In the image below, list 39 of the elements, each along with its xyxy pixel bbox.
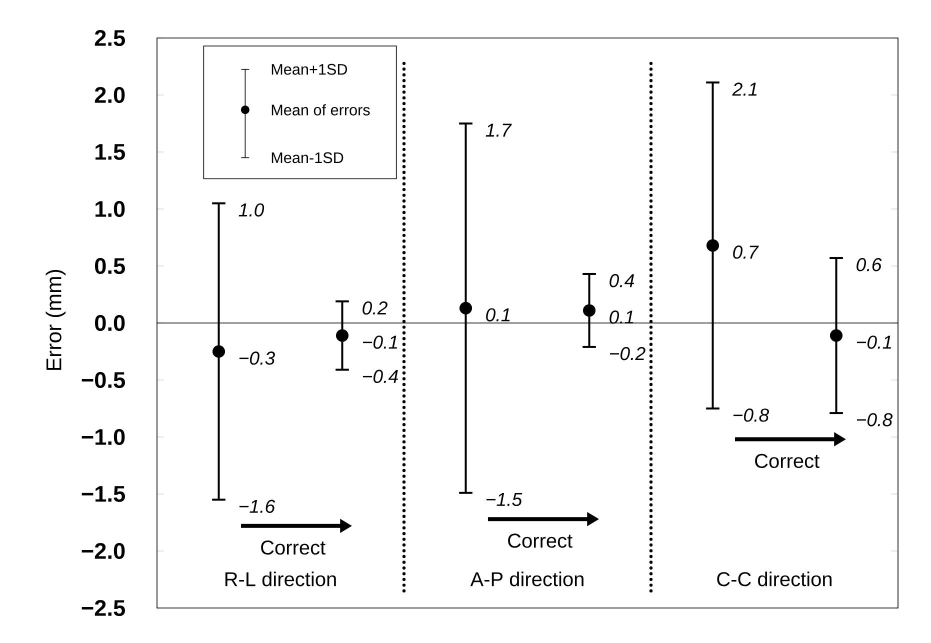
- annotation: 1.7: [486, 124, 512, 137]
- y-tick-label: 2.0: [94, 86, 125, 104]
- annotation: −0.8: [733, 408, 770, 422]
- annotation: −1.6: [239, 500, 276, 513]
- annotation: Mean-1SD: [272, 152, 344, 164]
- annotation: 1.0: [238, 203, 264, 217]
- data-label: −0.1: [856, 336, 892, 349]
- data-label: 0.7: [733, 246, 759, 259]
- annotation: 0.6: [856, 258, 882, 272]
- x-tick-label: R-L direction: [225, 572, 336, 586]
- annotation: Correct: [755, 454, 820, 468]
- y-tick-label: −1.0: [82, 428, 125, 446]
- annotation: 0.4: [610, 274, 634, 288]
- y-tick-label: 2.5: [94, 30, 125, 46]
- annotation: Correct: [508, 534, 572, 548]
- annotation: −0.4: [362, 370, 398, 384]
- annotation: Correct: [261, 540, 326, 555]
- y-tick-label: 1.5: [96, 144, 125, 160]
- y-tick-label: 0.5: [95, 258, 125, 274]
- annotation: Mean+1SD: [272, 64, 348, 75]
- legend-label: Mean of errors: [272, 104, 370, 116]
- annotation: −0.2: [610, 346, 646, 360]
- y-tick-label: 1.0: [96, 200, 125, 218]
- y-tick-label: −0.5: [82, 372, 125, 388]
- data-label: 0.1: [610, 310, 634, 324]
- annotation: 0.2: [362, 301, 388, 315]
- x-tick-label: A-P direction: [470, 572, 584, 586]
- data-label: −0.3: [239, 352, 275, 365]
- x-tick-label: C-C direction: [717, 572, 832, 586]
- annotation: 2.1: [732, 82, 757, 96]
- annotation: −0.8: [856, 413, 893, 426]
- annotation: −1.5: [486, 493, 522, 506]
- data-label: 0.1: [486, 308, 510, 322]
- y-tick-label: −1.5: [82, 486, 125, 502]
- y-tick-label: −2.0: [82, 542, 125, 560]
- y-axis-title: Error (mm): [46, 270, 66, 370]
- y-tick-label: −2.5: [82, 600, 125, 616]
- data-label: −0.1: [362, 336, 398, 349]
- y-tick-label: 0.0: [95, 314, 125, 332]
